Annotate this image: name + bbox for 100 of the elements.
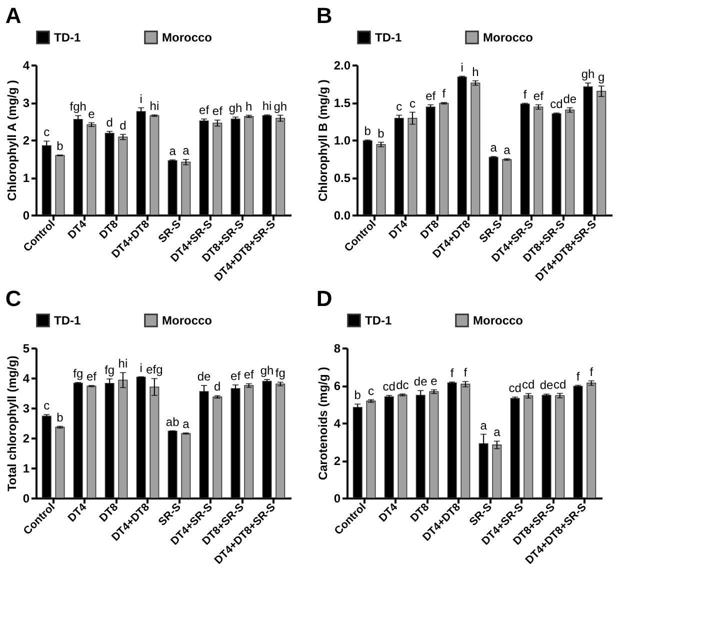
bar bbox=[212, 122, 222, 216]
data-label: cd bbox=[554, 377, 566, 392]
data-label: cd bbox=[382, 379, 396, 394]
data-label: a bbox=[169, 144, 176, 158]
data-label: d bbox=[214, 380, 221, 394]
y-tick-label: 0 bbox=[22, 208, 30, 222]
legend-label: TD-1 bbox=[375, 30, 402, 44]
bar bbox=[524, 395, 534, 498]
bar bbox=[55, 426, 65, 498]
data-label: i bbox=[460, 60, 464, 74]
data-label: f bbox=[450, 366, 454, 380]
chart-title: A bbox=[5, 3, 22, 28]
data-label: c bbox=[409, 96, 416, 110]
bar bbox=[244, 116, 254, 216]
data-label: ef bbox=[212, 104, 224, 118]
data-label: a bbox=[182, 144, 190, 158]
legend-label: TD-1 bbox=[54, 30, 81, 44]
bar bbox=[565, 110, 575, 216]
bar bbox=[150, 386, 160, 498]
legend-label: Morocco bbox=[162, 30, 212, 44]
y-tick-label: 1.0 bbox=[334, 134, 351, 148]
data-label: a bbox=[504, 142, 511, 157]
y-tick-label: 3 bbox=[22, 96, 30, 110]
y-tick-label: 0 bbox=[22, 492, 30, 506]
legend-label: Morocco bbox=[162, 313, 212, 328]
chart-title: D bbox=[316, 286, 332, 311]
data-label: f bbox=[442, 86, 446, 100]
y-tick-label: 3 bbox=[22, 402, 30, 416]
data-label: cd bbox=[550, 97, 563, 111]
data-label: hi bbox=[262, 98, 272, 113]
data-label: a bbox=[490, 140, 498, 154]
data-label: i bbox=[140, 360, 142, 375]
data-label: de bbox=[563, 92, 577, 106]
data-label: cd bbox=[522, 378, 535, 392]
data-label: f bbox=[590, 364, 594, 379]
legend-label: Morocco bbox=[483, 30, 534, 44]
bar bbox=[86, 124, 96, 216]
data-label: c bbox=[396, 99, 402, 114]
bar bbox=[555, 395, 565, 498]
bar bbox=[55, 154, 65, 216]
data-label: de bbox=[540, 378, 554, 392]
y-tick-label: 0 bbox=[334, 492, 341, 506]
bar bbox=[398, 394, 408, 498]
chart-title: C bbox=[5, 286, 22, 311]
bar bbox=[596, 90, 606, 216]
data-label: fg bbox=[275, 366, 286, 380]
data-label: g bbox=[598, 70, 605, 84]
bar bbox=[492, 444, 502, 498]
bar bbox=[181, 162, 191, 216]
y-tick-label: 4 bbox=[22, 58, 30, 72]
data-label: d bbox=[120, 118, 126, 132]
bar bbox=[244, 385, 254, 498]
bar bbox=[118, 136, 128, 216]
data-label: de bbox=[414, 374, 428, 389]
data-label: dc bbox=[396, 378, 409, 392]
y-tick-label: 8 bbox=[334, 342, 341, 356]
bar bbox=[376, 144, 386, 216]
data-label: fg bbox=[73, 366, 84, 380]
data-label: ef bbox=[230, 368, 242, 383]
chart-title: B bbox=[316, 3, 332, 28]
y-tick-label: 2 bbox=[334, 454, 341, 468]
y-tick-label: 2 bbox=[22, 432, 30, 446]
y-tick-label: 2 bbox=[22, 134, 30, 148]
data-label: h bbox=[472, 64, 479, 79]
data-label: f bbox=[523, 87, 528, 102]
data-label: cd bbox=[508, 381, 522, 396]
bar bbox=[86, 386, 96, 498]
data-label: gh bbox=[274, 99, 288, 114]
data-label: hi bbox=[150, 98, 160, 113]
data-label: b bbox=[378, 126, 385, 140]
bar bbox=[181, 433, 191, 498]
data-label: ef bbox=[244, 368, 255, 382]
y-tick-label: 5 bbox=[22, 342, 30, 356]
data-label: a bbox=[480, 418, 488, 432]
bar bbox=[460, 384, 470, 498]
y-tick-label: 0.0 bbox=[334, 208, 351, 222]
bar bbox=[439, 102, 449, 216]
y-tick-label: 0.5 bbox=[334, 171, 351, 185]
y-tick-label: 6 bbox=[334, 379, 341, 393]
data-label: de bbox=[197, 370, 212, 384]
data-label: c bbox=[368, 384, 374, 398]
y-axis-title: Chlorophyll A (mg/g ) bbox=[4, 80, 19, 202]
legend-label: TD-1 bbox=[365, 313, 392, 328]
bar bbox=[429, 391, 439, 498]
data-label: h bbox=[246, 99, 252, 114]
bar bbox=[118, 380, 128, 498]
data-label: a bbox=[182, 416, 190, 431]
bar bbox=[586, 382, 596, 498]
data-label: ef bbox=[86, 370, 98, 384]
bar bbox=[534, 106, 544, 216]
bar bbox=[408, 118, 418, 216]
data-label: ab bbox=[166, 414, 180, 429]
y-tick-label: 4 bbox=[22, 372, 30, 386]
data-label: d bbox=[106, 115, 113, 130]
data-label: c bbox=[44, 398, 50, 413]
legend-label: TD-1 bbox=[54, 313, 81, 328]
y-tick-label: 1.5 bbox=[334, 96, 351, 110]
bar bbox=[366, 400, 376, 498]
data-label: f bbox=[576, 369, 580, 384]
bar bbox=[502, 159, 512, 216]
